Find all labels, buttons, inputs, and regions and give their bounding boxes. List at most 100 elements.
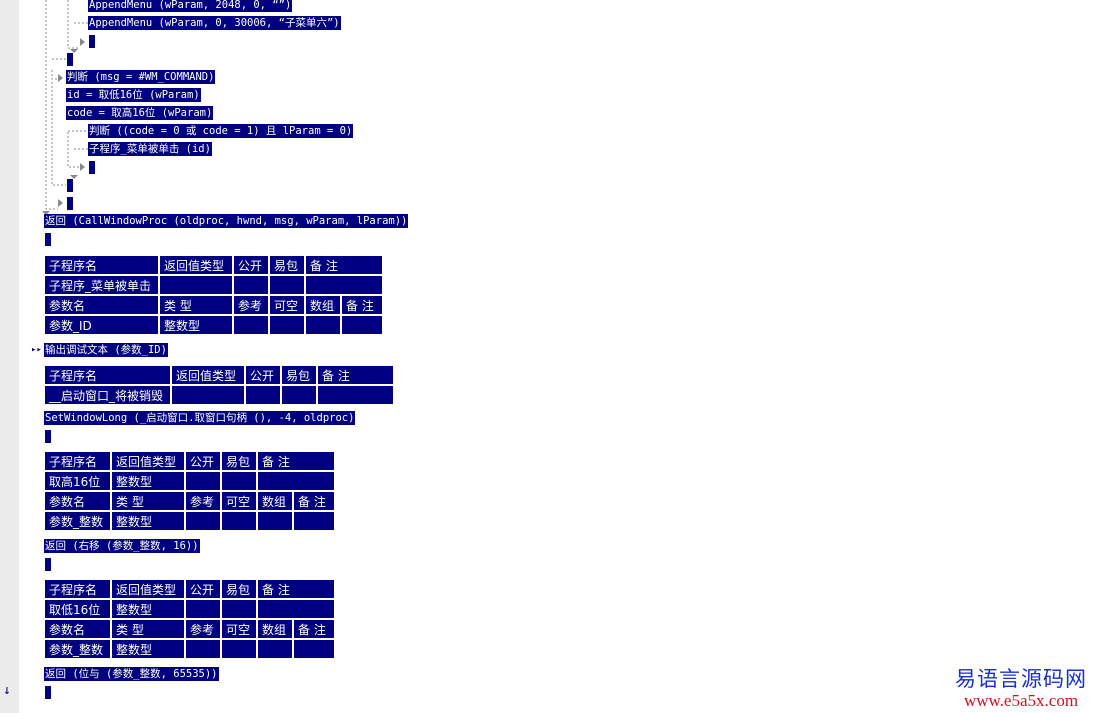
header-cell: 备 注 — [342, 296, 382, 314]
return-type-cell[interactable]: 整数型 — [112, 472, 184, 490]
subroutine-table-high16: 子程序名 返回值类型 公开 易包备 注 取高16位 整数型 参数名类 型参考 可空 数组备 … — [43, 450, 336, 532]
code-line[interactable]: SetWindowLong (_启动窗口.取窗口句柄 (), -4, oldpr… — [44, 411, 356, 425]
code-line[interactable]: AppendMenu (wParam, 0, 30006, “子菜单六”) — [88, 16, 341, 30]
header-cell: 数组 — [258, 620, 292, 638]
scroll-down-arrow-icon[interactable]: ↓ — [3, 683, 11, 698]
public-cell[interactable] — [186, 600, 220, 618]
header-cell: 返回值类型 — [172, 366, 244, 384]
array-cell[interactable] — [258, 512, 292, 530]
header-cell: 参数名 — [45, 492, 110, 510]
header-cell: 备 注 — [294, 492, 334, 510]
header-cell: 备 注 — [306, 256, 382, 274]
sub-name-cell[interactable]: __启动窗口_将被销毁 — [45, 386, 170, 404]
code-line[interactable]: 子程序_菜单被单击 (id) — [88, 142, 212, 156]
code-line[interactable]: code = 取高16位 (wParam) — [66, 106, 214, 120]
header-cell: 返回值类型 — [160, 256, 232, 274]
nullable-cell[interactable] — [222, 512, 256, 530]
header-cell: 易包 — [282, 366, 316, 384]
note-cell[interactable] — [318, 386, 393, 404]
watermark-title: 易语言源码网 — [955, 667, 1087, 691]
sub-name-cell[interactable]: 取低16位 — [45, 600, 110, 618]
note-cell[interactable] — [258, 600, 334, 618]
ref-cell[interactable] — [234, 316, 268, 334]
public-cell[interactable] — [234, 276, 268, 294]
header-cell: 可空 — [222, 620, 256, 638]
note-cell[interactable] — [294, 640, 334, 658]
header-cell: 公开 — [186, 580, 220, 598]
param-name-cell[interactable]: 参数_整数 — [45, 512, 110, 530]
sub-name-cell[interactable]: 取高16位 — [45, 472, 110, 490]
text-caret[interactable] — [45, 558, 51, 571]
subroutine-table-menu-click: 子程序名 返回值类型 公开 易包备 注 子程序_菜单被单击 参数名类 型参考 可空 数组备… — [43, 254, 384, 336]
editor-gutter — [0, 0, 19, 713]
text-caret[interactable] — [45, 233, 51, 246]
package-cell[interactable] — [222, 600, 256, 618]
package-cell[interactable] — [222, 472, 256, 490]
note-cell[interactable] — [342, 316, 382, 334]
header-cell: 子程序名 — [45, 580, 110, 598]
header-cell: 易包 — [222, 580, 256, 598]
note-cell[interactable] — [294, 512, 334, 530]
sub-name-cell[interactable]: 子程序_菜单被单击 — [45, 276, 158, 294]
header-cell: 公开 — [186, 452, 220, 470]
param-type-cell[interactable]: 整数型 — [160, 316, 232, 334]
header-cell: 子程序名 — [45, 452, 110, 470]
text-caret[interactable] — [89, 35, 95, 48]
public-cell[interactable] — [186, 472, 220, 490]
header-cell: 备 注 — [258, 580, 334, 598]
package-cell[interactable] — [270, 276, 304, 294]
param-type-cell[interactable]: 整数型 — [112, 512, 184, 530]
code-line[interactable]: 返回 (右移 (参数_整数, 16)) — [44, 539, 200, 553]
header-cell: 备 注 — [294, 620, 334, 638]
text-caret[interactable] — [45, 686, 51, 699]
return-type-cell[interactable]: 整数型 — [112, 600, 184, 618]
subroutine-table-low16: 子程序名 返回值类型 公开 易包备 注 取低16位 整数型 参数名类 型参考 可空 数组备 … — [43, 578, 336, 660]
array-cell[interactable] — [258, 640, 292, 658]
header-cell: 返回值类型 — [112, 580, 184, 598]
header-cell: 易包 — [222, 452, 256, 470]
code-line[interactable]: 判断 ((code = 0 或 code = 1) 且 lParam = 0) — [88, 124, 354, 138]
subroutine-table-window-destroy: 子程序名 返回值类型 公开 易包备 注 __启动窗口_将被销毁 — [43, 364, 395, 406]
flow-connector-lines — [42, 0, 88, 215]
code-line[interactable]: 输出调试文本 (参数_ID) — [44, 343, 168, 357]
ref-cell[interactable] — [186, 640, 220, 658]
code-line[interactable]: AppendMenu (wParam, 2048, 0, “”) — [88, 0, 293, 12]
note-cell[interactable] — [258, 472, 334, 490]
text-caret[interactable] — [67, 179, 73, 192]
header-cell: 返回值类型 — [112, 452, 184, 470]
text-caret[interactable] — [67, 53, 73, 66]
code-line[interactable]: 判断 (msg = #WM_COMMAND) — [66, 70, 216, 84]
watermark-url: www.e5a5x.com — [963, 691, 1079, 710]
header-cell: 类 型 — [112, 620, 184, 638]
code-line[interactable]: 返回 (CallWindowProc (oldproc, hwnd, msg, … — [44, 214, 409, 228]
return-type-cell[interactable] — [160, 276, 232, 294]
param-type-cell[interactable]: 整数型 — [112, 640, 184, 658]
header-cell: 子程序名 — [45, 366, 170, 384]
header-cell: 易包 — [270, 256, 304, 274]
header-cell: 类 型 — [112, 492, 184, 510]
breakpoint-marker-icon[interactable]: ▸▸ — [31, 345, 42, 355]
code-line[interactable]: id = 取低16位 (wParam) — [66, 88, 201, 102]
header-cell: 公开 — [234, 256, 268, 274]
text-caret[interactable] — [89, 161, 95, 174]
text-caret[interactable] — [45, 430, 51, 443]
header-cell: 参考 — [234, 296, 268, 314]
header-cell: 子程序名 — [45, 256, 158, 274]
header-cell: 备 注 — [258, 452, 334, 470]
nullable-cell[interactable] — [222, 640, 256, 658]
array-cell[interactable] — [306, 316, 340, 334]
ref-cell[interactable] — [186, 512, 220, 530]
note-cell[interactable] — [306, 276, 382, 294]
nullable-cell[interactable] — [270, 316, 304, 334]
text-caret[interactable] — [67, 197, 73, 210]
param-name-cell[interactable]: 参数_ID — [45, 316, 158, 334]
code-line[interactable]: 返回 (位与 (参数_整数, 65535)) — [44, 667, 219, 681]
header-cell: 参数名 — [45, 620, 110, 638]
header-cell: 备 注 — [318, 366, 393, 384]
header-cell: 数组 — [258, 492, 292, 510]
param-name-cell[interactable]: 参数_整数 — [45, 640, 110, 658]
header-cell: 参数名 — [45, 296, 158, 314]
public-cell[interactable] — [246, 386, 280, 404]
package-cell[interactable] — [282, 386, 316, 404]
return-type-cell[interactable] — [172, 386, 244, 404]
